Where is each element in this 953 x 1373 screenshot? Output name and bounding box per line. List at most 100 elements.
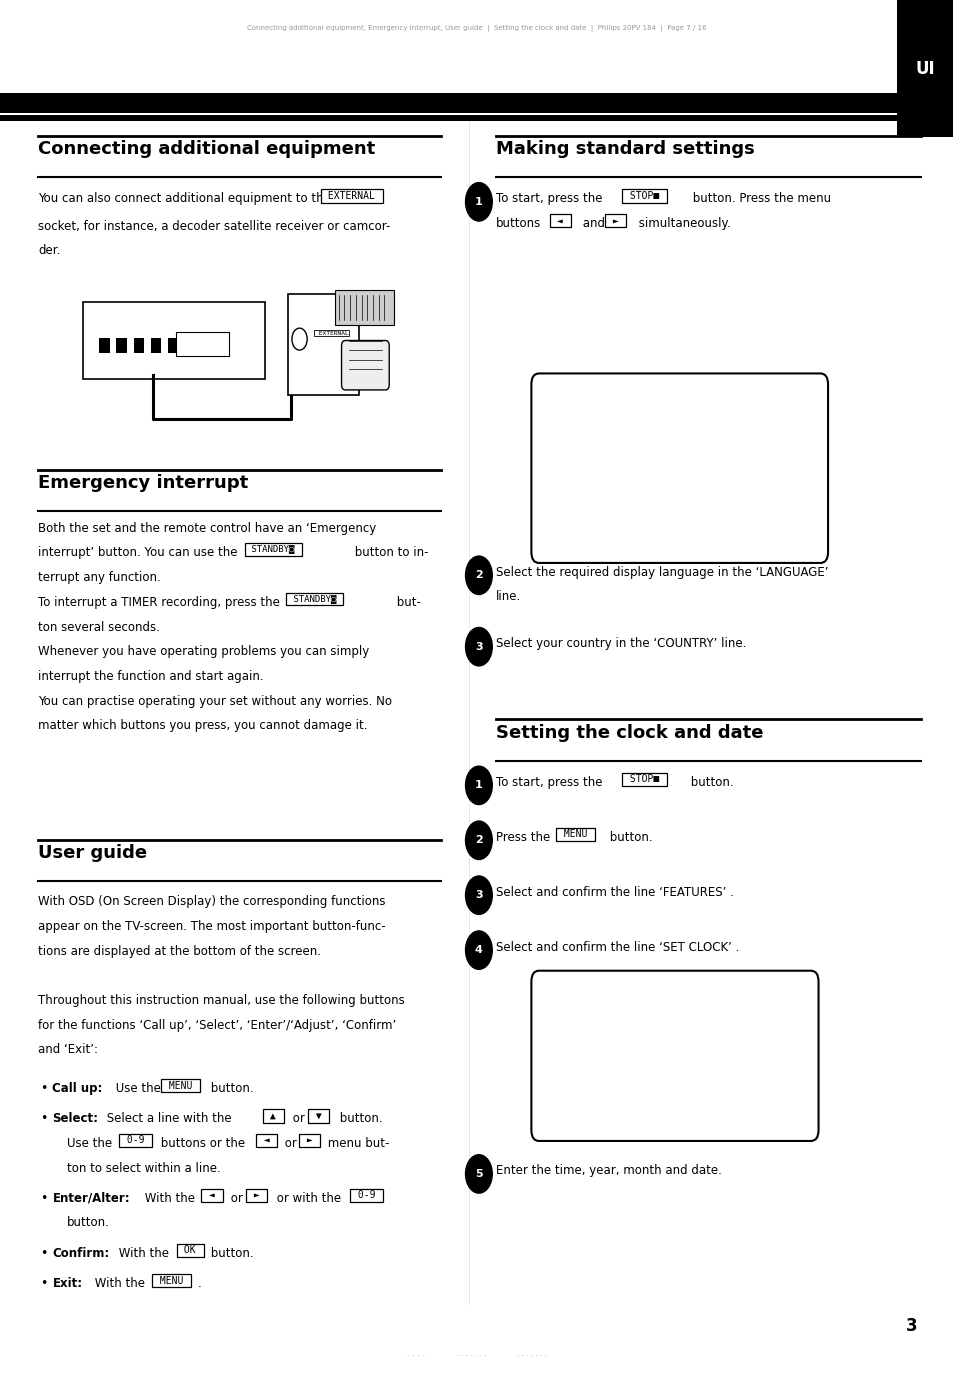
Text: To start, press the: To start, press the: [496, 192, 602, 205]
Text: •: •: [40, 1192, 48, 1204]
Text: line.: line.: [496, 590, 520, 603]
Text: GB: GB: [699, 441, 710, 450]
Text: Making standard settings: Making standard settings: [496, 140, 754, 158]
Text: To start, press the: To start, press the: [496, 776, 602, 788]
Text: appear on the TV-screen. The most important button-func-: appear on the TV-screen. The most import…: [38, 920, 385, 932]
Text: button to in-: button to in-: [351, 546, 428, 559]
Text: 01: 01: [679, 1056, 691, 1065]
Circle shape: [465, 931, 492, 969]
Text: 3: 3: [475, 641, 482, 652]
Text: EXTERNAL: EXTERNAL: [314, 331, 348, 336]
FancyBboxPatch shape: [335, 290, 394, 325]
Text: MENU: MENU: [163, 1081, 198, 1090]
Text: interrupt the function and start again.: interrupt the function and start again.: [38, 670, 264, 682]
Text: or: or: [289, 1112, 305, 1124]
Text: button. Press the menu: button. Press the menu: [688, 192, 830, 205]
Bar: [133, 338, 144, 353]
Text: Select and confirm the line ‘FEATURES’ .: Select and confirm the line ‘FEATURES’ .: [496, 886, 733, 898]
Text: 1997: 1997: [679, 1038, 703, 1048]
Text: ▲: ▲: [264, 1111, 281, 1120]
Text: or with the: or with the: [273, 1192, 340, 1204]
Bar: [0, 93, 901, 113]
Text: COUNTRY: COUNTRY: [550, 441, 591, 450]
Text: 20:00: 20:00: [679, 1020, 709, 1030]
Bar: [168, 338, 178, 353]
Text: Select your country in the ‘COUNTRY’ line.: Select your country in the ‘COUNTRY’ lin…: [496, 637, 745, 649]
Text: Both the set and the remote control have an ‘Emergency: Both the set and the remote control have…: [38, 522, 376, 534]
Text: ton several seconds.: ton several seconds.: [38, 621, 160, 633]
Text: simultaneously.: simultaneously.: [635, 217, 730, 229]
Text: To interrupt a TIMER recording, press the: To interrupt a TIMER recording, press th…: [38, 596, 280, 608]
Text: Enter the time, year, month and date.: Enter the time, year, month and date.: [496, 1164, 721, 1177]
Text: Enter/Alter:: Enter/Alter:: [52, 1192, 130, 1204]
Text: DATE: DATE: [550, 1074, 574, 1083]
Text: Connecting additional equipment, Emergency interrupt, User guide  |  Setting the: Connecting additional equipment, Emergen…: [247, 25, 706, 32]
Text: Select a line with the: Select a line with the: [103, 1112, 232, 1124]
Circle shape: [465, 183, 492, 221]
Text: tions are displayed at the bottom of the screen.: tions are displayed at the bottom of the…: [38, 945, 321, 957]
Text: With the: With the: [91, 1277, 145, 1289]
Text: buttons or the: buttons or the: [157, 1137, 245, 1149]
Text: button.: button.: [67, 1216, 110, 1229]
Text: •: •: [40, 1247, 48, 1259]
Text: STOP■: STOP■: [623, 774, 664, 784]
Text: button.: button.: [686, 776, 733, 788]
Text: Call up:: Call up:: [52, 1082, 103, 1094]
Text: OK: OK: [178, 1245, 202, 1255]
Text: ◄: ◄: [551, 216, 568, 225]
Text: 0-9: 0-9: [121, 1135, 151, 1145]
Text: socket, for instance, a decoder satellite receiver or camcor-: socket, for instance, a decoder satellit…: [38, 220, 390, 232]
Text: YEAR: YEAR: [550, 1038, 574, 1048]
Text: 3: 3: [475, 890, 482, 901]
Text: 2: 2: [475, 835, 482, 846]
Text: MANUAL STORE: MANUAL STORE: [550, 476, 620, 486]
Text: With OSD (On Screen Display) the corresponding functions: With OSD (On Screen Display) the corresp…: [38, 895, 385, 908]
Circle shape: [465, 627, 492, 666]
Text: ◄► 0-9: ◄► 0-9: [550, 1096, 585, 1105]
Circle shape: [292, 328, 307, 350]
Text: You can also connect additional equipment to the: You can also connect additional equipmen…: [38, 192, 331, 205]
Text: PP STORE: PP STORE: [550, 512, 597, 522]
Text: der.: der.: [38, 244, 60, 257]
Text: Confirm:: Confirm:: [52, 1247, 110, 1259]
Text: Select the required display language in the ‘LANGUAGE’: Select the required display language in …: [496, 566, 828, 578]
FancyBboxPatch shape: [531, 971, 818, 1141]
Text: and: and: [578, 217, 604, 229]
Text: Use the: Use the: [112, 1082, 160, 1094]
Text: MENU: MENU: [153, 1276, 189, 1285]
Text: STOP■: STOP■: [623, 191, 664, 200]
Text: AUTO STORE: AUTO STORE: [550, 459, 609, 468]
Text: ◄: ◄: [257, 1135, 274, 1145]
FancyBboxPatch shape: [83, 302, 265, 379]
Text: MONTH: MONTH: [550, 1056, 579, 1065]
Text: •: •: [40, 1082, 48, 1094]
Text: EN: EN: [699, 423, 710, 432]
Text: 1: 1: [475, 780, 482, 791]
Text: interrupt’ button. You can use the: interrupt’ button. You can use the: [38, 546, 237, 559]
FancyBboxPatch shape: [531, 373, 827, 563]
Bar: [116, 338, 127, 353]
Text: or: or: [227, 1192, 243, 1204]
Text: Select and confirm the line ‘SET CLOCK’ .: Select and confirm the line ‘SET CLOCK’ …: [496, 941, 739, 953]
Bar: [0, 115, 901, 121]
Text: SET CLOCK: SET CLOCK: [550, 1000, 606, 1009]
Text: User guide: User guide: [38, 844, 147, 862]
Circle shape: [465, 556, 492, 595]
Text: Select:: Select:: [52, 1112, 98, 1124]
Text: Press the: Press the: [496, 831, 550, 843]
Text: Setting the clock and date: Setting the clock and date: [496, 724, 762, 741]
Text: 1: 1: [475, 196, 482, 207]
Text: menu but-: menu but-: [324, 1137, 390, 1149]
Text: 01: 01: [679, 1074, 691, 1083]
Text: . .  . .              . . . . . . .              . . . . . . .: . . . . . . . . . . . . . . . . . .: [407, 1351, 546, 1357]
Text: ▼: ▼: [310, 1111, 327, 1120]
Text: matter which buttons you press, you cannot damage it.: matter which buttons you press, you cann…: [38, 719, 367, 732]
Circle shape: [465, 1155, 492, 1193]
Circle shape: [465, 766, 492, 805]
Text: for the functions ‘Call up’, ‘Select’, ‘Enter’/‘Adjust’, ‘Confirm’: for the functions ‘Call up’, ‘Select’, ‘…: [38, 1019, 396, 1031]
Text: LANGUAGE: LANGUAGE: [550, 423, 597, 432]
Text: ►: ►: [248, 1190, 265, 1200]
Bar: [151, 338, 161, 353]
Text: Exit:: Exit:: [52, 1277, 83, 1289]
Text: buttons: buttons: [496, 217, 540, 229]
